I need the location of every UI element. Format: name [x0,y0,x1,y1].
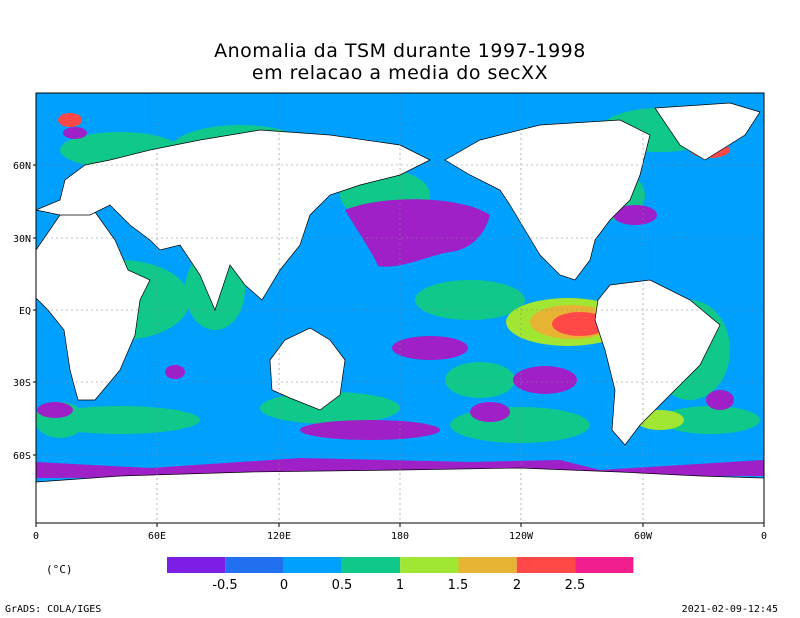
colorbar-swatch [400,557,459,573]
map-area [36,93,764,523]
lon-label: 120W [509,531,534,542]
anomaly-zone-barents [58,113,82,127]
colorbar-units: (°C) [46,563,73,576]
land-north-america [444,119,651,281]
land-south-america [594,279,721,446]
colorbar [167,557,634,573]
colorbar-swatch [575,557,634,573]
lat-label: 60S [13,451,31,462]
colorbar-tick-label: 0.5 [332,578,353,593]
lat-label: 30N [13,234,31,245]
lat-axis: 60N 30N EQ 30S 60S [13,161,31,462]
colorbar-tick-label: 2.5 [565,578,586,593]
colorbar-swatch [516,557,576,573]
land-antarctica [36,467,764,523]
lon-label: 0 [761,531,767,542]
colorbar-swatch [225,557,284,573]
land-greenland [654,102,761,161]
colorbar-tick-label: 0 [280,578,288,593]
lat-label: EQ [19,306,31,317]
map-title-line1: Anomalia da TSM durante 1997-1998 [214,40,586,62]
graticule [36,93,764,523]
grads-credit: GrADS: COLA/IGES [5,604,102,615]
colorbar-ticks: -0.5 0 0.5 1 1.5 2 2.5 [212,578,585,593]
landmasses [36,102,764,523]
lat-ticks [33,164,36,456]
timestamp: 2021-02-09-12:45 [681,604,778,615]
lon-label: 180 [391,531,409,542]
lon-label: 120E [267,531,291,542]
lat-label: 60N [13,161,31,172]
colorbar-tick-label: 1.5 [448,578,469,593]
colorbar-tick-label: -0.5 [212,578,237,593]
lon-label: 60W [634,531,653,542]
colorbar-swatch [341,557,401,573]
map-title-line2: em relacao a media do secXX [251,62,549,84]
colorbar-swatch [458,557,517,573]
lat-label: 30S [13,378,31,389]
lon-label: 0 [33,531,39,542]
colorbar-swatch [283,557,342,573]
land-eurasia [36,129,431,311]
land-africa [36,211,151,401]
lon-ticks [35,523,765,527]
colorbar-swatch [167,557,226,573]
colorbar-tick-label: 1 [396,578,404,593]
lon-axis: 0 60E 120E 180 120W 60W 0 [33,531,767,542]
colorbar-tick-label: 2 [513,578,521,593]
anomaly-zone-2p5 [552,312,608,336]
land-australia [269,327,346,411]
lon-label: 60E [148,531,166,542]
